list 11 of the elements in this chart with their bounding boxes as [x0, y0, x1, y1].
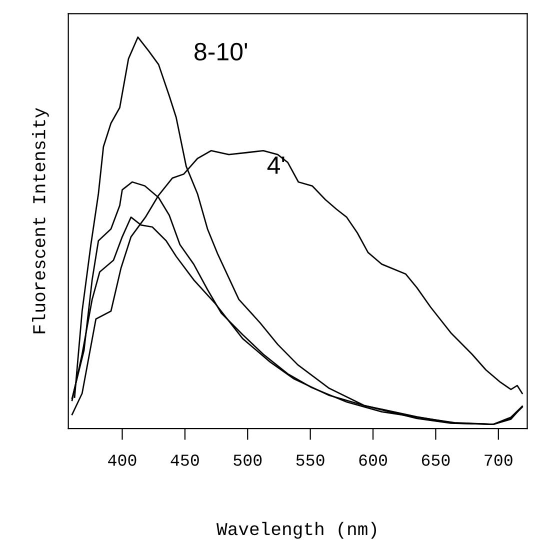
x-axis-title: Wavelength (nm) [216, 522, 376, 539]
x-tick-label: 650 [422, 454, 450, 466]
x-tick-label: 500 [234, 454, 262, 466]
series-label: 4' [267, 156, 284, 174]
x-tick-label: 550 [296, 454, 324, 466]
series-label: 8-10' [194, 42, 248, 61]
x-tick-label: 450 [170, 454, 199, 466]
y-axis-title: Fluorescent Intensity [32, 108, 49, 334]
x-tick-label: 600 [359, 454, 387, 466]
x-tick-label: 700 [484, 454, 512, 466]
x-tick-label: 400 [108, 454, 136, 466]
